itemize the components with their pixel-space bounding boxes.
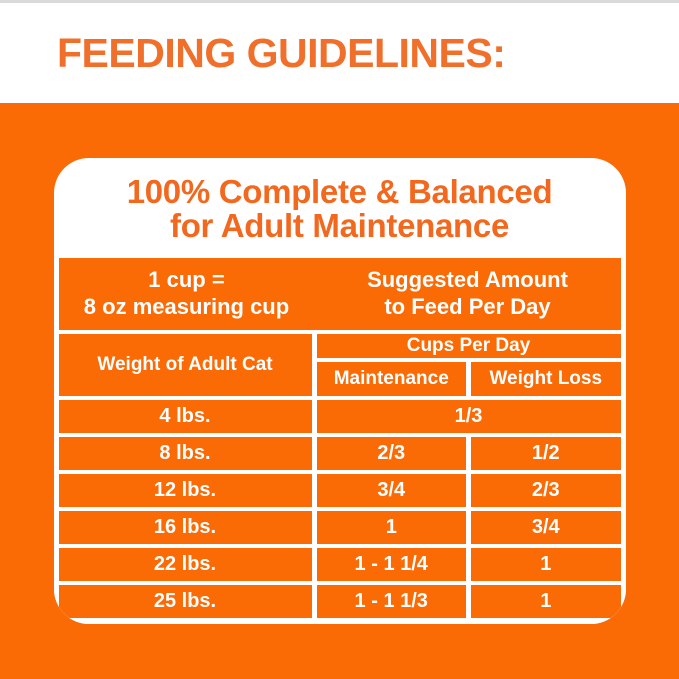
suggested-line1: Suggested Amount: [367, 267, 568, 293]
feeding-table: 1 cup = 8 oz measuring cup Suggested Amo…: [53, 258, 626, 624]
maintenance-value-cell: 3/4: [316, 474, 466, 507]
maintenance-value-cell: 1 - 1 1/4: [316, 548, 466, 581]
page-header: FEEDING GUIDELINES:: [0, 3, 679, 103]
guidelines-card: 100% Complete & Balanced for Adult Maint…: [53, 158, 626, 624]
weight-loss-value-cell: 2/3: [471, 474, 621, 507]
cup-note-line1: 1 cup =: [148, 267, 225, 293]
cups-per-day-header: Cups Per Day: [316, 334, 621, 358]
weight-cell: 22 lbs.: [58, 548, 312, 581]
weight-loss-value-cell: 3/4: [471, 511, 621, 544]
maintenance-value-cell: 2/3: [316, 437, 466, 470]
page-title: FEEDING GUIDELINES:: [57, 29, 506, 76]
weight-cell: 16 lbs.: [58, 511, 312, 544]
info-row: 1 cup = 8 oz measuring cup Suggested Amo…: [58, 258, 621, 330]
cup-note-line2: 8 oz measuring cup: [83, 294, 290, 319]
weight-cell: 4 lbs.: [58, 400, 312, 433]
weight-column-header: Weight of Adult Cat: [58, 334, 312, 396]
weight-loss-column-header: Weight Loss: [471, 362, 621, 396]
weight-loss-value-cell: 1: [471, 585, 621, 618]
maintenance-column-header: Maintenance: [316, 362, 466, 396]
top-border-line: [0, 0, 679, 3]
maintenance-value-cell: 1 - 1 1/3: [316, 585, 466, 618]
weight-cell: 12 lbs.: [58, 474, 312, 507]
cups-value-cell-spanning: 1/3: [316, 400, 621, 433]
cup-measure-note: 1 cup = 8 oz measuring cup: [59, 267, 315, 321]
maintenance-value-cell: 1: [316, 511, 466, 544]
card-title-line2: for Adult Maintenance: [170, 207, 509, 244]
suggested-amount-note: Suggested Amount to Feed Per Day: [315, 267, 621, 321]
suggested-line2: to Feed Per Day: [384, 294, 551, 319]
orange-background: 100% Complete & Balanced for Adult Maint…: [0, 103, 679, 679]
card-title: 100% Complete & Balanced for Adult Maint…: [54, 158, 626, 258]
weight-loss-value-cell: 1: [471, 548, 621, 581]
card-title-line1: 100% Complete & Balanced: [126, 172, 553, 210]
weight-loss-value-cell: 1/2: [471, 437, 621, 470]
weight-cell: 8 lbs.: [58, 437, 312, 470]
weight-cell: 25 lbs.: [58, 585, 312, 618]
